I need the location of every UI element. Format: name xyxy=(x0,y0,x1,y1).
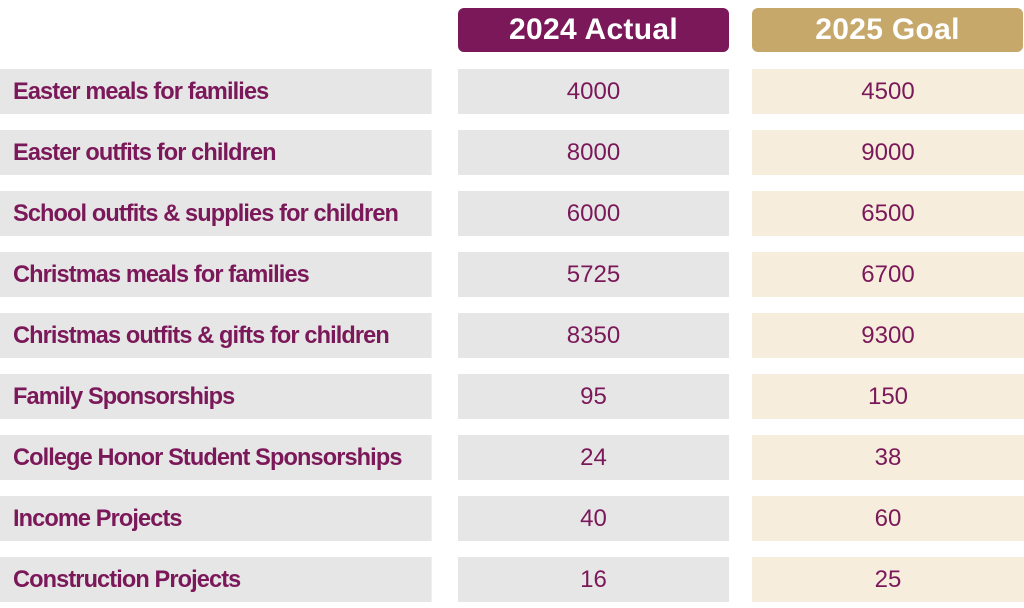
row-label: Christmas outfits & gifts for children xyxy=(0,313,433,358)
goal-value: 6700 xyxy=(752,252,1024,297)
table-row: Family Sponsorships 95 150 xyxy=(0,374,1024,419)
header-2024-actual: 2024 Actual xyxy=(458,8,729,52)
actual-value: 8000 xyxy=(458,130,729,175)
row-label: School outfits & supplies for children xyxy=(0,191,433,236)
goal-value: 150 xyxy=(752,374,1024,419)
actual-value: 6000 xyxy=(458,191,729,236)
table-row: Christmas meals for families 5725 6700 xyxy=(0,252,1024,297)
actual-value: 4000 xyxy=(458,69,729,114)
actual-value: 24 xyxy=(458,435,729,480)
row-label: Easter meals for families xyxy=(0,69,433,114)
actual-value: 40 xyxy=(458,496,729,541)
actual-value: 95 xyxy=(458,374,729,419)
row-label: College Honor Student Sponsorships xyxy=(0,435,433,480)
goal-value: 25 xyxy=(752,557,1024,602)
goal-value: 6500 xyxy=(752,191,1024,236)
table-row: College Honor Student Sponsorships 24 38 xyxy=(0,435,1024,480)
goal-value: 60 xyxy=(752,496,1024,541)
row-label: Construction Projects xyxy=(0,557,433,602)
goal-value: 4500 xyxy=(752,69,1024,114)
actual-value: 5725 xyxy=(458,252,729,297)
table-row: School outfits & supplies for children 6… xyxy=(0,191,1024,236)
table-row: Christmas outfits & gifts for children 8… xyxy=(0,313,1024,358)
table-row: Construction Projects 16 25 xyxy=(0,557,1024,602)
row-label: Family Sponsorships xyxy=(0,374,433,419)
table-row: Easter outfits for children 8000 9000 xyxy=(0,130,1024,175)
goal-value: 38 xyxy=(752,435,1024,480)
table-row: Income Projects 40 60 xyxy=(0,496,1024,541)
goal-value: 9300 xyxy=(752,313,1024,358)
goal-value: 9000 xyxy=(752,130,1024,175)
row-label: Christmas meals for families xyxy=(0,252,433,297)
header-2025-goal: 2025 Goal xyxy=(752,8,1023,52)
actual-value: 8350 xyxy=(458,313,729,358)
row-label: Income Projects xyxy=(0,496,433,541)
actual-value: 16 xyxy=(458,557,729,602)
table-row: Easter meals for families 4000 4500 xyxy=(0,69,1024,114)
row-label: Easter outfits for children xyxy=(0,130,433,175)
